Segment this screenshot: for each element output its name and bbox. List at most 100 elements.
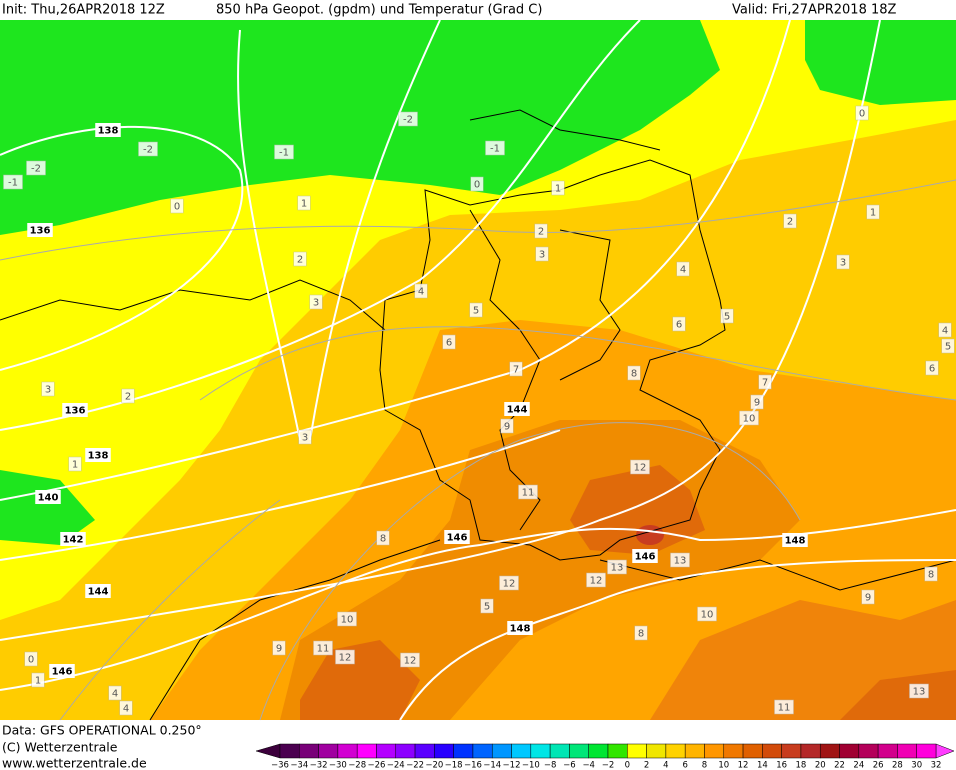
colorbar-swatch bbox=[491, 743, 512, 759]
temperature-label-box bbox=[414, 283, 428, 299]
temperature-label: 1 bbox=[301, 199, 307, 210]
temperature-label-box bbox=[938, 322, 952, 338]
temperature-label: 12 bbox=[404, 656, 417, 667]
temperature-label: -1 bbox=[490, 144, 500, 155]
temperature-label-box bbox=[697, 606, 717, 622]
temperature-label-box bbox=[313, 640, 333, 656]
temperature-label-box bbox=[272, 640, 286, 656]
colorbar-tick-label: 14 bbox=[757, 761, 768, 770]
temperature-label: 2 bbox=[538, 227, 544, 238]
temperature-label-box bbox=[861, 589, 875, 605]
temperature-label-box bbox=[26, 160, 46, 176]
temperature-label: 1 bbox=[870, 208, 876, 219]
geopotential-label: 146 bbox=[447, 533, 468, 544]
temperature-label-box bbox=[335, 649, 355, 665]
temperature-label-box bbox=[119, 700, 133, 716]
geopotential-label: 146 bbox=[52, 667, 73, 678]
temperature-label-box bbox=[485, 140, 505, 156]
colorbar-tick-label: −14 bbox=[483, 761, 501, 770]
temperature-label: 2 bbox=[787, 217, 793, 228]
temperature-label: 4 bbox=[680, 265, 686, 276]
colorbar-swatch bbox=[742, 743, 763, 759]
temperature-label-box bbox=[518, 484, 538, 500]
colorbar-tick-label: −8 bbox=[544, 761, 557, 770]
geopotential-label-box bbox=[504, 402, 530, 416]
geopotential-label: 136 bbox=[65, 406, 86, 417]
temperature-label-box bbox=[121, 388, 135, 404]
temperature-label: 5 bbox=[484, 602, 490, 613]
temperature-label-box bbox=[3, 174, 23, 190]
colorbar-swatch bbox=[781, 743, 802, 759]
colorbar-swatch bbox=[684, 743, 705, 759]
temperature-label-box bbox=[672, 316, 686, 332]
temperature-zone bbox=[570, 465, 705, 555]
temperature-label-box bbox=[68, 456, 82, 472]
temperature-label-box bbox=[535, 246, 549, 262]
colorbar-tick-label: 18 bbox=[796, 761, 807, 770]
temperature-label: 1 bbox=[72, 460, 78, 471]
geopotential-label: 140 bbox=[38, 493, 59, 504]
temperature-label: 9 bbox=[865, 593, 871, 604]
colorbar: −36 −34 −32 −30 −28 −26 −24 −22 −20 −18 −16 −14 −12−… bbox=[255, 743, 955, 770]
colorbar-swatch bbox=[279, 743, 300, 759]
colorbar-tick-label: 32 bbox=[931, 761, 942, 770]
colorbar-swatch bbox=[800, 743, 821, 759]
temperature-label-box bbox=[309, 294, 323, 310]
temperature-label: 11 bbox=[778, 703, 791, 714]
temperature-label: 8 bbox=[380, 534, 386, 545]
map-labels: -2-1 -1-2-2-10001112223334445556667789103… bbox=[3, 105, 955, 716]
colorbar-high-arrow bbox=[935, 743, 955, 759]
temperature-label: 13 bbox=[913, 687, 926, 698]
temperature-label-box bbox=[469, 302, 483, 318]
temperature-label-box bbox=[297, 195, 311, 211]
colorbar-tick-label: −4 bbox=[582, 761, 595, 770]
temperature-label: -1 bbox=[279, 148, 289, 159]
temperature-label: 6 bbox=[446, 338, 452, 349]
valid-time: Valid: Fri,27APR2018 18Z bbox=[732, 3, 897, 18]
colorbar-tick-label: −32 bbox=[310, 761, 328, 770]
temperature-label: 13 bbox=[611, 563, 624, 574]
temperature-label-box bbox=[739, 410, 759, 426]
isohypses bbox=[0, 19, 956, 721]
geopotential-label-box bbox=[632, 549, 658, 563]
colorbar-tick-label: 0 bbox=[625, 761, 630, 770]
temperature-label-box bbox=[534, 223, 548, 239]
geopotential-label-box bbox=[95, 123, 121, 137]
geopotential-label: 148 bbox=[785, 536, 806, 547]
temperature-label-box bbox=[941, 338, 955, 354]
website: www.wetterzentrale.de bbox=[2, 756, 147, 770]
temperature-label: 4 bbox=[123, 704, 129, 715]
temperature-label-box bbox=[31, 672, 45, 688]
temperature-label: 5 bbox=[724, 312, 730, 323]
colorbar-tick-label: 12 bbox=[738, 761, 749, 770]
geopotential-label: 138 bbox=[98, 126, 119, 137]
colorbar-tick-label: 6 bbox=[682, 761, 687, 770]
temperature-label: 8 bbox=[631, 369, 637, 380]
temperature-label: -1 bbox=[8, 178, 18, 189]
colorbar-swatch bbox=[453, 743, 474, 759]
init-time: Init: Thu,26APR2018 12Z bbox=[2, 3, 165, 18]
colorbar-swatch bbox=[723, 743, 744, 759]
temperature-zone bbox=[300, 640, 420, 720]
temperature-label: 3 bbox=[45, 385, 51, 396]
colorbar-swatch bbox=[897, 743, 917, 759]
temperature-label-box bbox=[634, 625, 648, 641]
temperature-label: 4 bbox=[942, 326, 948, 337]
geopotential-label: 142 bbox=[63, 535, 84, 546]
geopotential-label: 136 bbox=[30, 226, 51, 237]
colorbar-swatch bbox=[414, 743, 435, 759]
geopotential-label: 144 bbox=[507, 405, 528, 416]
colorbar-swatch bbox=[916, 743, 937, 759]
geopotential-label-box bbox=[85, 584, 111, 598]
copyright: (C) Wetterzentrale bbox=[2, 740, 118, 755]
temperature-label: 9 bbox=[754, 398, 760, 409]
colorbar-swatch bbox=[858, 743, 879, 759]
temperature-label-box bbox=[670, 552, 690, 568]
colorbar-swatch bbox=[646, 743, 667, 759]
colorbar-tick-label: −22 bbox=[406, 761, 424, 770]
colorbar-tick-label: 2 bbox=[644, 761, 649, 770]
colorbar-tick-label: 10 bbox=[718, 761, 729, 770]
temperature-label: 3 bbox=[539, 250, 545, 261]
